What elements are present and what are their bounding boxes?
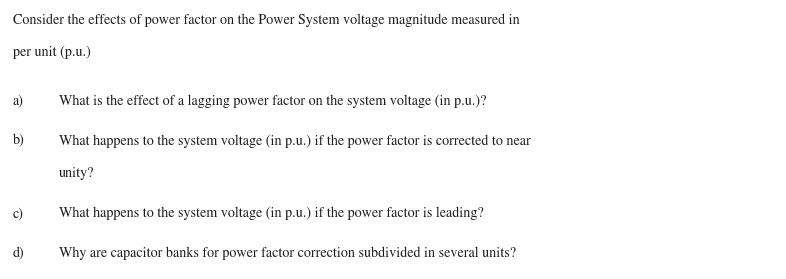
Text: unity?: unity? bbox=[59, 166, 94, 180]
Text: per unit (p.u.): per unit (p.u.) bbox=[13, 46, 90, 59]
Text: Why are capacitor banks for power factor correction subdivided in several units?: Why are capacitor banks for power factor… bbox=[59, 247, 516, 260]
Text: a): a) bbox=[13, 94, 24, 107]
Text: b): b) bbox=[13, 134, 24, 148]
Text: What happens to the system voltage (in p.u.) if the power factor is leading?: What happens to the system voltage (in p… bbox=[59, 206, 483, 220]
Text: d): d) bbox=[13, 247, 24, 260]
Text: What happens to the system voltage (in p.u.) if the power factor is corrected to: What happens to the system voltage (in p… bbox=[59, 134, 531, 148]
Text: What is the effect of a lagging power factor on the system voltage (in p.u.)?: What is the effect of a lagging power fa… bbox=[59, 94, 487, 107]
Text: Consider the effects of power factor on the Power System voltage magnitude measu: Consider the effects of power factor on … bbox=[13, 14, 520, 27]
Text: c): c) bbox=[13, 206, 24, 220]
